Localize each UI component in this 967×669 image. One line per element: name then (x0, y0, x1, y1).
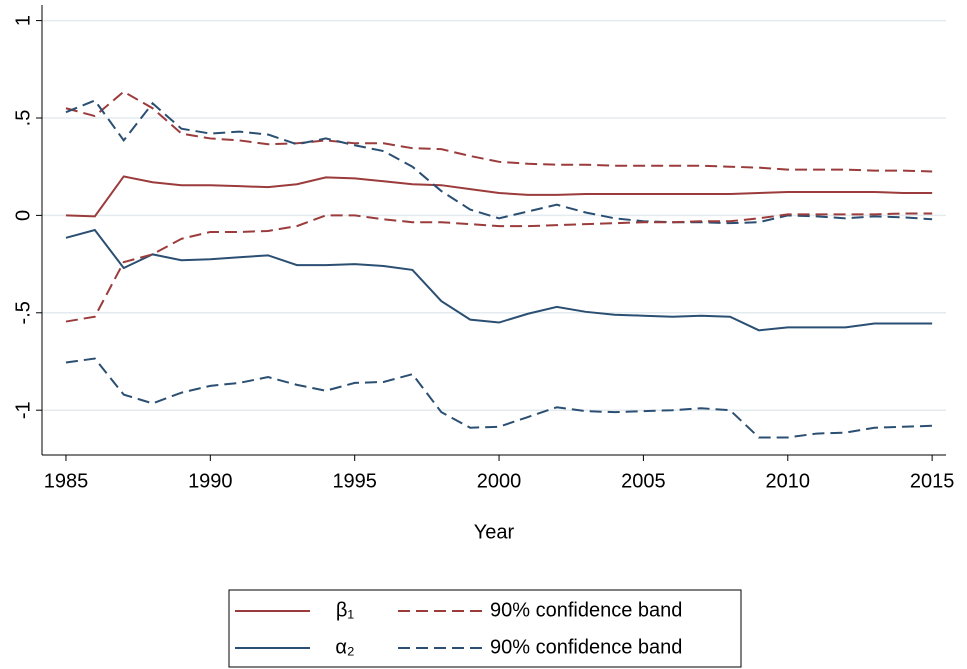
legend-label: β₁ (336, 599, 355, 621)
legend-label: 90% confidence band (490, 599, 682, 621)
x-tick-label: 1995 (332, 470, 377, 492)
series-line (65, 212, 933, 323)
y-tick-label: .5 (12, 110, 34, 127)
x-axis-label: Year (474, 521, 515, 543)
y-tick-label: 1 (12, 15, 34, 26)
legend-box (228, 589, 742, 668)
x-tick-label: 2000 (477, 470, 522, 492)
x-tick-label: 2010 (766, 470, 811, 492)
series-line (65, 90, 933, 173)
legend-label: 90% confidence band (490, 636, 682, 658)
x-tick-label: 1985 (44, 470, 89, 492)
series-line (65, 357, 933, 439)
y-tick-label: 0 (12, 210, 34, 221)
y-tick-label: -1 (12, 401, 34, 419)
series-line (65, 175, 933, 218)
x-tick-label: 1990 (188, 470, 233, 492)
x-tick-label: 2005 (621, 470, 666, 492)
y-tick-label: -.5 (12, 301, 34, 324)
legend-label: α₂ (335, 636, 354, 658)
x-tick-label: 2015 (910, 470, 955, 492)
series-line (65, 228, 933, 332)
